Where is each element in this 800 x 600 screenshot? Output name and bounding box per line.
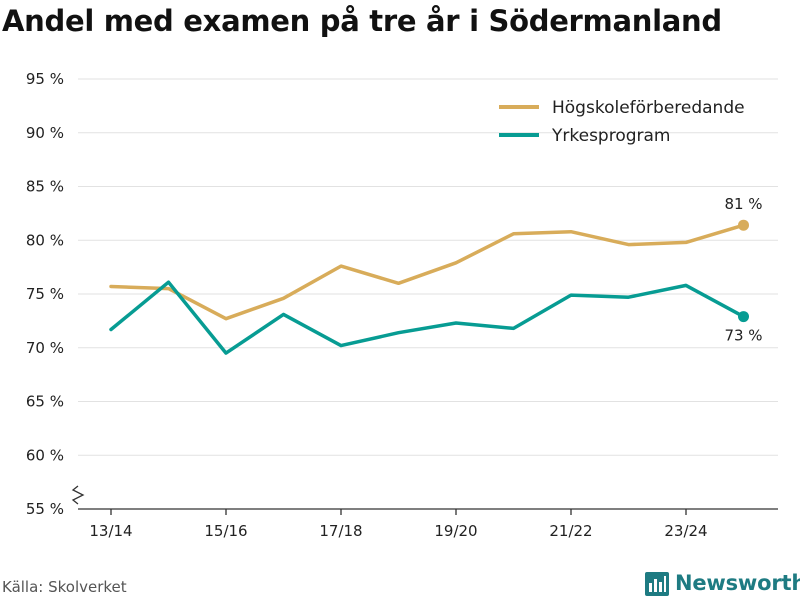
x-tick-label-23/24: 23/24 [664,522,707,540]
grid-lines [78,78,778,456]
legend-label-yrkesprogram: Yrkesprogram [551,126,671,146]
end-point-högskoleförberedande [738,219,749,231]
y-tick-label-85: 85 % [26,178,64,196]
x-tick-label-13/14: 13/14 [89,522,132,540]
y-axis-ticks: 55 % 60 % 65 % 70 % 75 % 80 % 85 % 90 % 95 % [26,70,64,518]
y-tick-label-80: 80 % [26,231,64,249]
series-lines [109,223,746,355]
source-note: Källa: Skolverket [2,578,127,596]
brand-logo: Newsworthy [645,570,800,596]
x-tick-label-21/22: 21/22 [549,522,592,540]
x-tick-label-19/20: 19/20 [434,522,477,540]
y-tick-label-75: 75 % [26,285,64,303]
y-tick-label-65: 65 % [26,393,64,411]
x-axis: 13/14 15/16 17/18 19/20 21/22 23/24 [71,485,778,540]
end-point-yrkesprogram [738,311,749,323]
end-label-högskoleförberedande: 81 % [724,195,762,213]
axis-break-icon [71,485,85,505]
series-line-högskoleförberedande [109,223,746,321]
x-tick-label-17/18: 17/18 [319,522,362,540]
chart-title: Andel med examen på tre år i Södermanlan… [2,4,722,38]
y-tick-label-60: 60 % [26,446,64,464]
newsworthy-logo-icon [645,572,669,596]
brand-name: Newsworthy [675,571,800,595]
y-tick-label-70: 70 % [26,339,64,357]
series-line-yrkesprogram [109,280,746,355]
series-end-points: 81 % 73 % [724,195,762,344]
x-tick-label-15/16: 15/16 [204,522,247,540]
y-tick-label-55: 55 % [26,500,64,518]
end-label-yrkesprogram: 73 % [724,327,762,345]
y-tick-label-95: 95 % [26,70,64,88]
y-tick-label-90: 90 % [26,124,64,142]
legend: Högskoleförberedande Yrkesprogram [499,98,745,146]
legend-label-högskoleförberedande: Högskoleförberedande [552,98,745,118]
